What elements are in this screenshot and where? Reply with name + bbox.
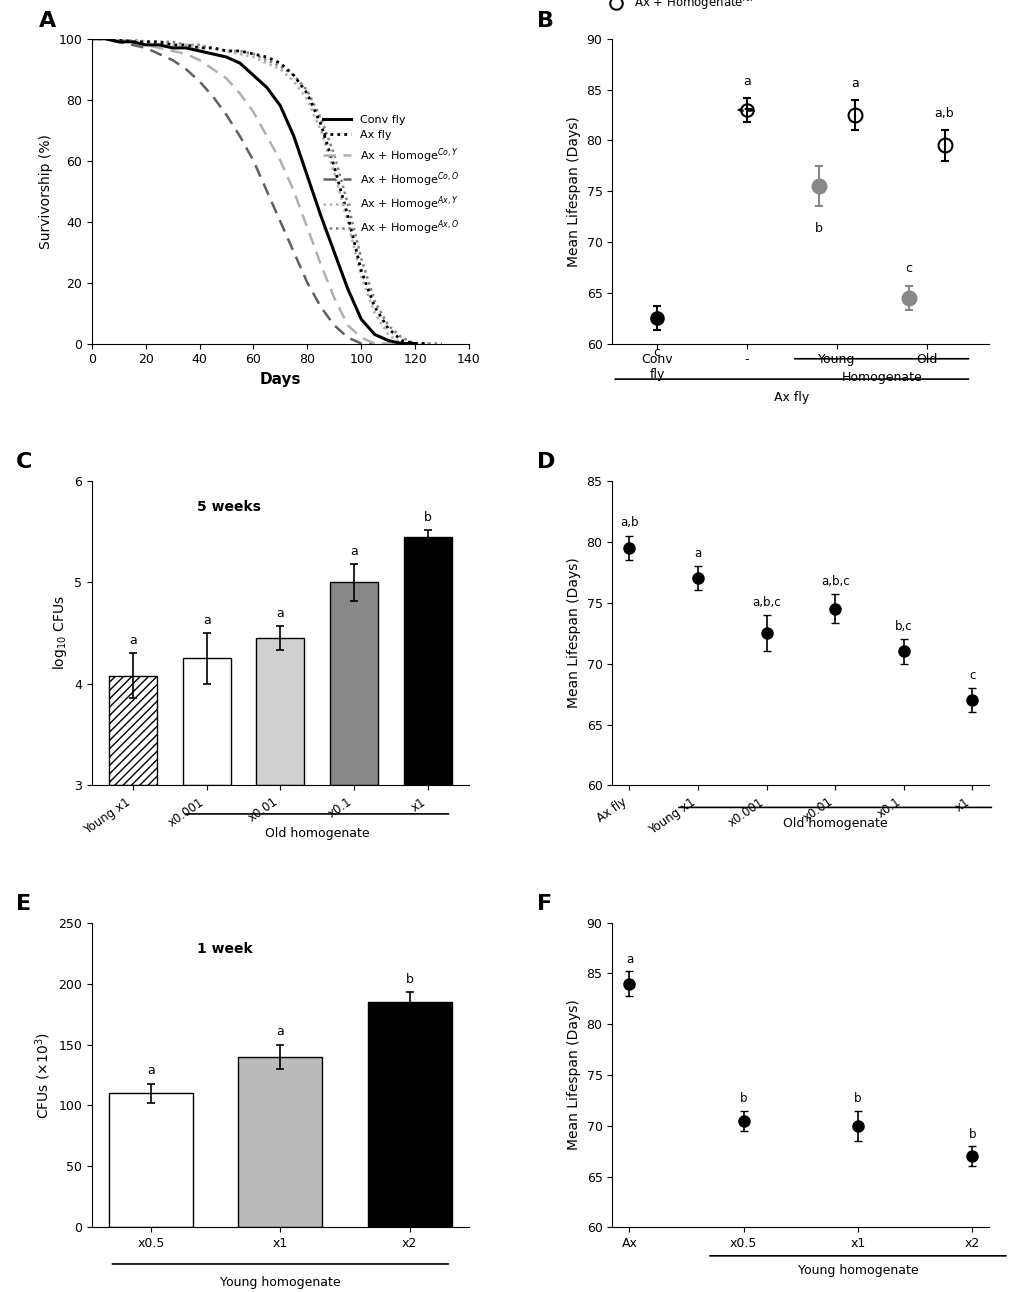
- Text: a: a: [850, 76, 858, 89]
- Bar: [109, 1093, 193, 1227]
- Text: B: B: [536, 10, 553, 31]
- Text: a,b,c: a,b,c: [751, 596, 781, 609]
- Legend: Conv fly, Ax fly, Ax + Homogenate$^{Conv}$, Ax + Homogenate$^{Ax}$: Conv fly, Ax fly, Ax + Homogenate$^{Conv…: [599, 0, 768, 18]
- Y-axis label: Mean Lifespan (Days): Mean Lifespan (Days): [567, 558, 581, 708]
- Legend: Conv fly, Ax fly, Ax + Homoge$^{Co,Y}$, Ax + Homoge$^{Co,O}$, Ax + Homoge$^{Ax,Y: Conv fly, Ax fly, Ax + Homoge$^{Co,Y}$, …: [318, 110, 463, 242]
- Text: c: c: [968, 669, 974, 682]
- Text: Ax fly: Ax fly: [773, 391, 809, 404]
- Bar: [330, 583, 378, 786]
- Y-axis label: log$_{10}$ CFUs: log$_{10}$ CFUs: [51, 596, 68, 671]
- Bar: [404, 536, 451, 786]
- Text: a,b: a,b: [933, 107, 954, 120]
- Y-axis label: Mean Lifespan (Days): Mean Lifespan (Days): [567, 1000, 581, 1150]
- Bar: [256, 638, 304, 786]
- Text: a: a: [694, 547, 701, 559]
- Text: b: b: [814, 222, 822, 235]
- Text: c: c: [904, 262, 911, 275]
- Text: a: a: [147, 1065, 155, 1078]
- Text: a,b: a,b: [620, 517, 638, 530]
- Bar: [182, 659, 230, 786]
- Text: 5 weeks: 5 weeks: [198, 500, 261, 514]
- Text: a,b,c: a,b,c: [820, 575, 849, 588]
- Y-axis label: Survivorship (%): Survivorship (%): [39, 133, 53, 248]
- Text: a: a: [203, 614, 210, 627]
- Text: Old homogenate: Old homogenate: [265, 827, 369, 840]
- Text: b,c: b,c: [894, 620, 912, 633]
- Text: b: b: [968, 1128, 975, 1141]
- Text: a: a: [276, 1026, 284, 1039]
- Text: Young homogenate: Young homogenate: [797, 1264, 917, 1276]
- Y-axis label: CFUs (×10$^{3}$): CFUs (×10$^{3}$): [33, 1031, 53, 1119]
- Text: 1 week: 1 week: [198, 942, 253, 956]
- Text: Old homogenate: Old homogenate: [782, 817, 887, 831]
- Text: A: A: [39, 10, 56, 31]
- Text: Young homogenate: Young homogenate: [220, 1276, 340, 1289]
- Text: b: b: [853, 1093, 861, 1106]
- Text: a: a: [276, 607, 284, 620]
- Text: E: E: [16, 894, 32, 915]
- Text: a: a: [129, 634, 137, 647]
- Y-axis label: Mean Lifespan (Days): Mean Lifespan (Days): [567, 116, 581, 266]
- Text: D: D: [536, 452, 554, 473]
- Bar: [109, 676, 157, 786]
- Text: a: a: [350, 545, 358, 558]
- Text: a: a: [626, 953, 633, 966]
- Text: b: b: [406, 973, 414, 986]
- Text: c: c: [653, 345, 660, 359]
- Text: a: a: [743, 75, 750, 88]
- Bar: [367, 1001, 451, 1227]
- Text: C: C: [16, 452, 33, 473]
- Text: Homogenate: Homogenate: [841, 371, 921, 384]
- Text: b: b: [739, 1093, 747, 1106]
- X-axis label: Days: Days: [260, 372, 301, 386]
- Text: b: b: [424, 512, 431, 525]
- Bar: [238, 1057, 322, 1227]
- Text: F: F: [536, 894, 551, 915]
